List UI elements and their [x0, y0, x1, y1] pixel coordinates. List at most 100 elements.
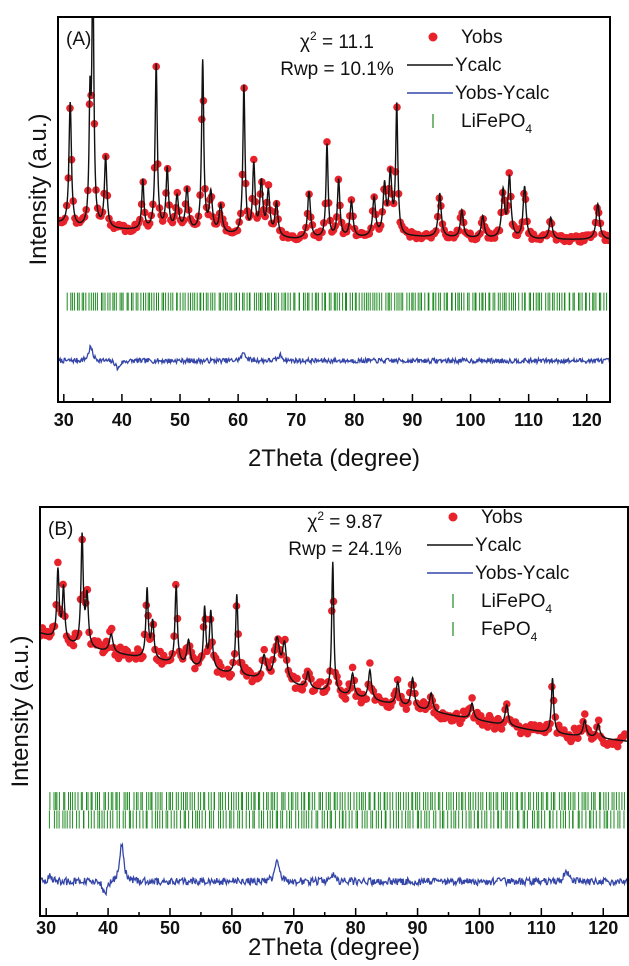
- legend: Yobs Ycalc Yobs-Ycalc LiFePO4: [407, 27, 549, 136]
- x-tick-label: 80: [344, 410, 364, 430]
- series-yobs-ycalc: [58, 344, 610, 372]
- plot-area: [40, 532, 628, 897]
- yobs-point: [425, 702, 433, 711]
- legend-subscript: 4: [525, 122, 532, 136]
- yobs-point: [622, 730, 628, 739]
- x-tick-label: 120: [572, 410, 602, 430]
- reflection-ticks-1: [49, 792, 625, 811]
- legend-label-diff: Yobs-Ycalc: [475, 563, 569, 584]
- chart-panel-b: 30 40 50 60 70 80 90 100 110 120 2Theta (degree) In…: [7, 506, 629, 961]
- x-tick-label: 30: [36, 918, 56, 938]
- yobs-point: [402, 705, 411, 713]
- y-axis-label: Intensity (a.u.): [25, 113, 52, 265]
- legend-marker-yobs: [428, 32, 438, 42]
- x-tick-label: 70: [286, 410, 306, 430]
- yobs-point: [193, 219, 201, 228]
- yobs-point: [510, 222, 518, 230]
- x-tick-label: 80: [346, 918, 366, 938]
- legend-label-diff: Yobs-Ycalc: [455, 83, 549, 104]
- legend-label-ycalc: Ycalc: [475, 535, 521, 556]
- yobs-point: [172, 580, 180, 589]
- yobs-point: [293, 674, 301, 683]
- legend-subscript: 4: [545, 602, 552, 616]
- x-tick-label: 100: [456, 410, 486, 430]
- yobs-point: [233, 226, 242, 235]
- axes-frame: [39, 506, 629, 917]
- legend-text: Yobs: [481, 507, 523, 528]
- legend-label-ref1: LiFePO4: [481, 591, 552, 616]
- yobs-point: [61, 214, 69, 223]
- x-axis: [63, 394, 588, 402]
- yobs-point: [494, 714, 502, 723]
- legend-label-ref1: LiFePO4: [461, 111, 532, 136]
- yobs-point: [256, 670, 265, 678]
- chi-superscript: 2: [310, 29, 317, 43]
- yobs-point: [107, 624, 116, 633]
- legend-text: FePO: [481, 619, 531, 640]
- yobs-point: [366, 659, 374, 667]
- panel-label: (A): [66, 29, 91, 50]
- yobs-point: [139, 652, 147, 661]
- chi-symbol: χ: [307, 512, 317, 533]
- series-yobs-ycalc: [40, 841, 628, 897]
- chi-square-label: χ2 = 9.87: [307, 509, 382, 533]
- chi-superscript: 2: [317, 509, 324, 523]
- legend-text: LiFePO: [481, 591, 545, 612]
- yobs-point: [54, 558, 62, 567]
- yobs-point: [69, 641, 78, 650]
- yobs-point: [322, 684, 331, 693]
- x-tick-label: 70: [284, 918, 304, 938]
- reflection-ticks-2: [48, 810, 625, 829]
- yobs-point: [574, 734, 582, 742]
- legend-label-yobs: Yobs: [481, 507, 523, 528]
- yobs-point: [123, 647, 132, 655]
- yobs-point: [581, 710, 589, 718]
- yobs-point: [260, 645, 269, 654]
- yobs-point: [348, 663, 357, 672]
- legend-text: Yobs-Ycalc: [475, 563, 569, 584]
- series-ycalc: [58, 17, 610, 240]
- reflection-ticks-1: [66, 292, 608, 311]
- yobs-point: [191, 664, 199, 673]
- yobs-point: [594, 716, 603, 725]
- yobs-point: [298, 686, 307, 694]
- legend-text: Ycalc: [455, 55, 501, 76]
- x-tick-label: 50: [160, 918, 180, 938]
- x-tick-label: 60: [222, 918, 242, 938]
- rwp-label: Rwp = 24.1%: [288, 539, 402, 560]
- yobs-point: [505, 169, 513, 177]
- yobs-point: [483, 723, 492, 731]
- chi-symbol: χ: [300, 32, 310, 53]
- yobs-point: [613, 742, 622, 751]
- yobs-point: [267, 667, 275, 675]
- plot-area: [58, 17, 610, 372]
- chi-square-label: χ2 = 11.1: [300, 29, 374, 53]
- legend-text: Ycalc: [475, 535, 521, 556]
- yobs-point: [145, 219, 154, 228]
- yobs-point: [264, 181, 273, 189]
- yobs-point: [300, 231, 309, 240]
- legend-subscript: 4: [531, 630, 538, 644]
- x-tick-label: 40: [98, 918, 118, 938]
- yobs-point: [250, 155, 258, 164]
- legend-text: Yobs: [461, 27, 503, 48]
- yobs-point: [180, 216, 188, 225]
- legend-label-ref2: FePO4: [481, 619, 538, 644]
- x-tick-label: 120: [588, 918, 618, 938]
- yobs-point: [468, 694, 476, 702]
- yobs-point: [227, 670, 236, 679]
- yobs-point: [393, 676, 402, 684]
- x-axis-label: 2Theta (degree): [248, 445, 420, 472]
- x-tick-label: 110: [527, 918, 556, 938]
- chi-value: = 11.1: [317, 32, 374, 53]
- chart-panel-a: 30 40 50 60 70 80 90 100 110 120 2Theta (degree) In…: [25, 16, 611, 472]
- panel-label: (B): [48, 519, 73, 540]
- x-axis-label: 2Theta (degree): [248, 934, 420, 961]
- series-ycalc: [40, 532, 628, 742]
- x-tick-label: 40: [112, 410, 132, 430]
- legend-label-ycalc: Ycalc: [455, 55, 501, 76]
- chi-value: = 9.87: [324, 512, 383, 533]
